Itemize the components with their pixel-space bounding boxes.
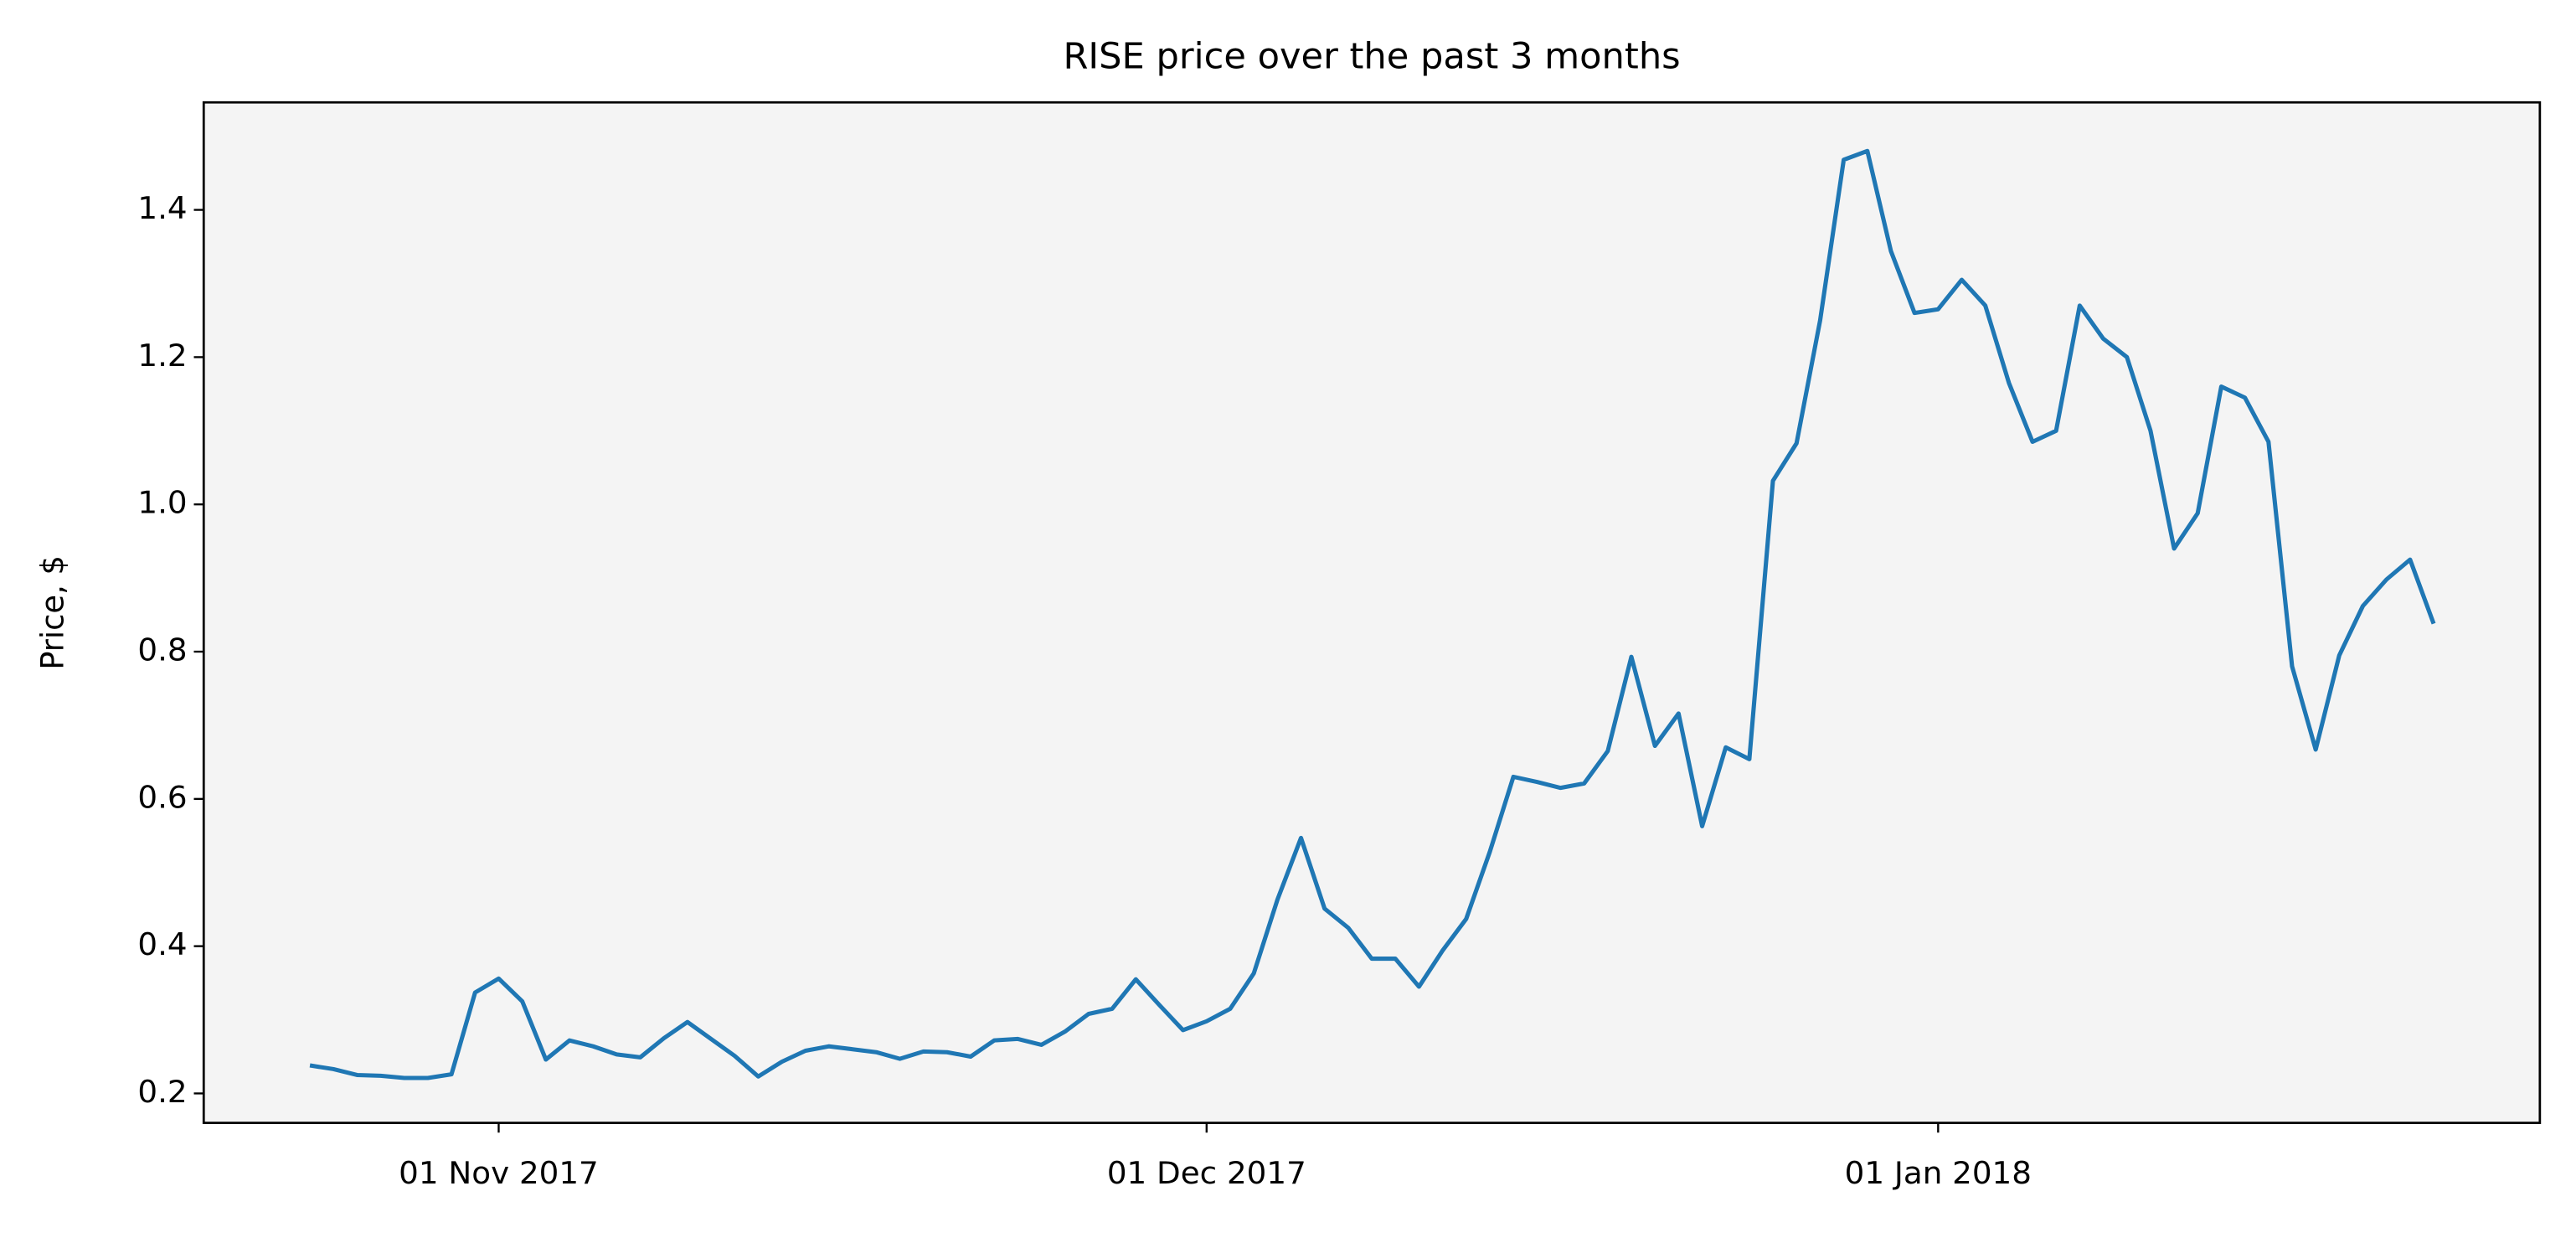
x-tick-label: 01 Nov 2017 — [399, 1155, 599, 1191]
plot-frame — [202, 101, 2542, 1124]
y-tick-label: 1.4 — [137, 190, 187, 226]
chart-title: RISE price over the past 3 months — [1063, 35, 1680, 77]
y-tick-label: 1.2 — [137, 338, 187, 374]
plot-area — [204, 102, 2540, 1123]
y-tick-label: 1.0 — [137, 485, 187, 521]
y-axis-label: Price, $ — [34, 555, 70, 670]
y-tick-label: 0.4 — [137, 926, 187, 962]
price-line — [309, 148, 2436, 1080]
x-tick-label: 01 Dec 2017 — [1107, 1155, 1306, 1191]
y-tick-label: 0.6 — [137, 779, 187, 815]
y-tick-label: 0.2 — [137, 1074, 187, 1110]
y-tick-label: 0.8 — [137, 632, 187, 668]
x-tick-label: 01 Jan 2018 — [1845, 1155, 2032, 1191]
